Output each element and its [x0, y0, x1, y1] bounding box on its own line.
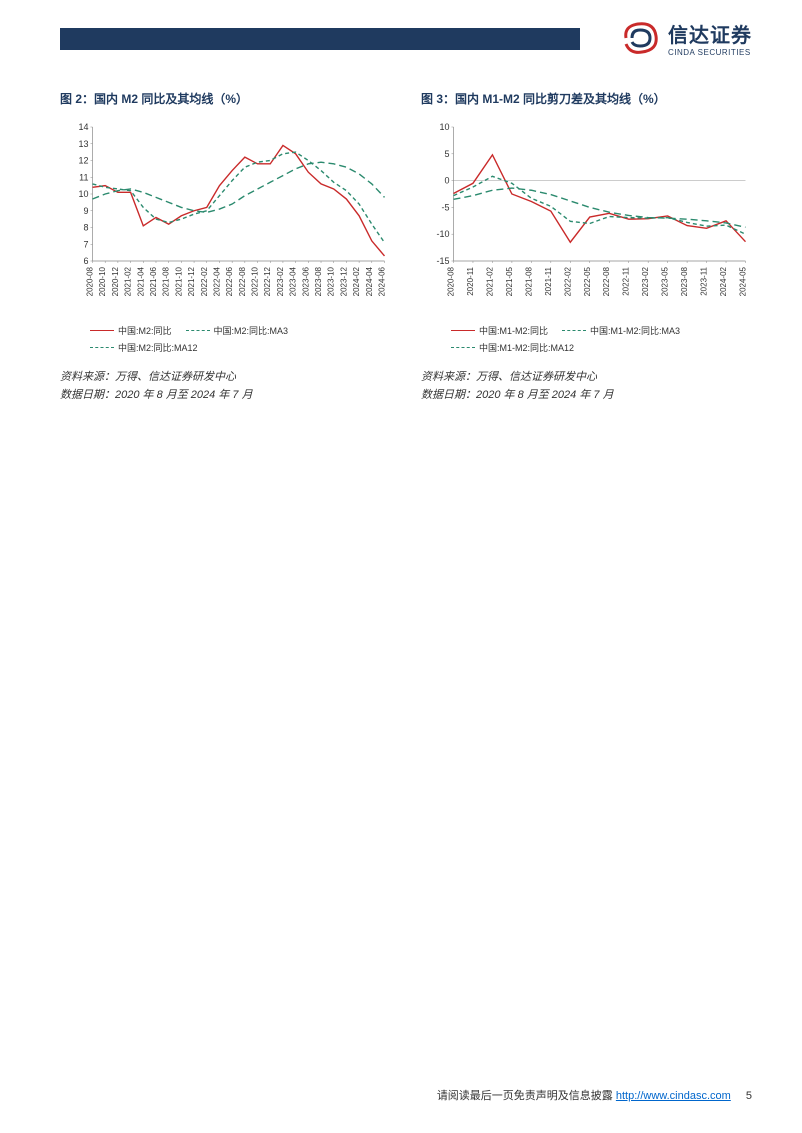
svg-text:10: 10 — [439, 122, 449, 132]
svg-text:2022-06: 2022-06 — [225, 266, 234, 296]
logo-text-en: CINDA SECURITIES — [668, 48, 752, 57]
svg-text:2023-06: 2023-06 — [301, 266, 310, 296]
legend-item: 中国:M2:同比 — [90, 324, 172, 337]
chart-left-svg: 6 7 8 9 10 11 12 13 14 2020-082020-10 2020-12 2021-… — [60, 117, 391, 317]
chart-left-block: 图 2：国内 M2 同比及其均线（%） 6 7 8 9 10 11 12 13 14 2020-0… — [60, 90, 391, 402]
svg-text:2021-12: 2021-12 — [187, 266, 196, 296]
legend-item: 中国:M1-M2:同比 — [451, 324, 548, 337]
svg-text:10: 10 — [78, 189, 88, 199]
chart-left-legend: 中国:M2:同比 中国:M2:同比:MA3 中国:M2:同比:MA12 — [60, 324, 391, 354]
chart-right-daterange: 数据日期：2020 年 8 月至 2024 年 7 月 — [421, 386, 752, 402]
chart-right-block: 图 3：国内 M1-M2 同比剪刀差及其均线（%） -15 -10 -5 0 5 10 20… — [421, 90, 752, 402]
footer-disclaimer: 请阅读最后一页免责声明及信息披露 — [437, 1090, 613, 1102]
svg-text:-10: -10 — [436, 229, 449, 239]
svg-text:2020-12: 2020-12 — [111, 266, 120, 296]
chart-right-svg: -15 -10 -5 0 5 10 2020-08 2020-11 2021-02 2021-05… — [421, 117, 752, 317]
svg-text:2020-08: 2020-08 — [447, 266, 456, 296]
svg-text:2024-04: 2024-04 — [365, 266, 374, 296]
legend-item: 中国:M2:同比:MA3 — [186, 324, 289, 337]
svg-text:0: 0 — [444, 176, 449, 186]
svg-text:2020-10: 2020-10 — [98, 266, 107, 296]
svg-text:2024-02: 2024-02 — [719, 266, 728, 296]
svg-text:2023-02: 2023-02 — [641, 266, 650, 296]
chart-left-title: 图 2：国内 M2 同比及其均线（%） — [60, 90, 391, 107]
chart-left-daterange: 数据日期：2020 年 8 月至 2024 年 7 月 — [60, 386, 391, 402]
svg-text:2022-04: 2022-04 — [212, 266, 221, 296]
svg-text:2022-02: 2022-02 — [200, 266, 209, 296]
legend-item: 中国:M2:同比:MA12 — [90, 341, 198, 354]
chart-right-title: 图 3：国内 M1-M2 同比剪刀差及其均线（%） — [421, 90, 752, 107]
svg-text:13: 13 — [78, 139, 88, 149]
footer-link[interactable]: http://www.cindasc.com — [616, 1090, 731, 1102]
legend-item: 中国:M1-M2:同比:MA12 — [451, 341, 574, 354]
chart-right-source: 资料来源：万得、信达证券研发中心 — [421, 368, 752, 384]
svg-text:2024-06: 2024-06 — [378, 266, 387, 296]
svg-text:5: 5 — [444, 149, 449, 159]
svg-text:2021-02: 2021-02 — [485, 266, 494, 296]
svg-text:-15: -15 — [436, 256, 449, 266]
svg-text:2022-08: 2022-08 — [238, 266, 247, 296]
page-number: 5 — [746, 1090, 752, 1102]
main-content: 图 2：国内 M2 同比及其均线（%） 6 7 8 9 10 11 12 13 14 2020-0… — [60, 90, 752, 402]
svg-text:2022-11: 2022-11 — [622, 266, 631, 295]
svg-text:2022-08: 2022-08 — [602, 266, 611, 296]
svg-text:11: 11 — [79, 172, 88, 182]
svg-text:2022-05: 2022-05 — [583, 266, 592, 296]
svg-text:2024-02: 2024-02 — [352, 266, 361, 296]
svg-text:2024-05: 2024-05 — [739, 266, 748, 296]
svg-text:2021-06: 2021-06 — [149, 266, 158, 296]
svg-text:2021-02: 2021-02 — [124, 266, 133, 296]
logo: 信达证券 CINDA SECURITIES — [618, 18, 752, 58]
svg-text:-5: -5 — [441, 202, 449, 212]
svg-text:2023-08: 2023-08 — [680, 266, 689, 296]
header-bar — [60, 28, 580, 50]
logo-swirl-icon — [618, 18, 662, 58]
svg-text:2022-12: 2022-12 — [263, 266, 272, 296]
chart-left-source: 资料来源：万得、信达证券研发中心 — [60, 368, 391, 384]
chart-right-legend: 中国:M1-M2:同比 中国:M1-M2:同比:MA3 中国:M1-M2:同比:MA… — [421, 324, 752, 354]
svg-text:2023-12: 2023-12 — [339, 266, 348, 296]
svg-text:2021-08: 2021-08 — [162, 266, 171, 296]
svg-text:9: 9 — [83, 206, 88, 216]
svg-text:2023-02: 2023-02 — [276, 266, 285, 296]
svg-text:2021-05: 2021-05 — [505, 266, 514, 296]
svg-text:2021-08: 2021-08 — [524, 266, 533, 296]
svg-text:2021-04: 2021-04 — [136, 266, 145, 296]
legend-item: 中国:M1-M2:同比:MA3 — [562, 324, 680, 337]
svg-text:2023-05: 2023-05 — [661, 266, 670, 296]
footer: 请阅读最后一页免责声明及信息披露 http://www.cindasc.com … — [437, 1087, 752, 1103]
svg-text:2020-08: 2020-08 — [86, 266, 95, 296]
svg-text:2020-11: 2020-11 — [466, 266, 475, 295]
svg-text:8: 8 — [83, 223, 88, 233]
svg-text:2021-10: 2021-10 — [174, 266, 183, 296]
svg-text:2023-11: 2023-11 — [700, 266, 709, 295]
svg-text:2023-04: 2023-04 — [289, 266, 298, 296]
svg-text:2021-11: 2021-11 — [544, 266, 553, 295]
svg-text:6: 6 — [83, 256, 88, 266]
svg-text:2023-08: 2023-08 — [314, 266, 323, 296]
logo-text-cn: 信达证券 — [668, 19, 752, 48]
svg-text:2023-10: 2023-10 — [327, 266, 336, 296]
svg-text:7: 7 — [83, 239, 88, 249]
svg-text:2022-02: 2022-02 — [563, 266, 572, 296]
svg-text:14: 14 — [78, 122, 88, 132]
svg-text:2022-10: 2022-10 — [251, 266, 260, 296]
svg-text:12: 12 — [78, 156, 88, 166]
